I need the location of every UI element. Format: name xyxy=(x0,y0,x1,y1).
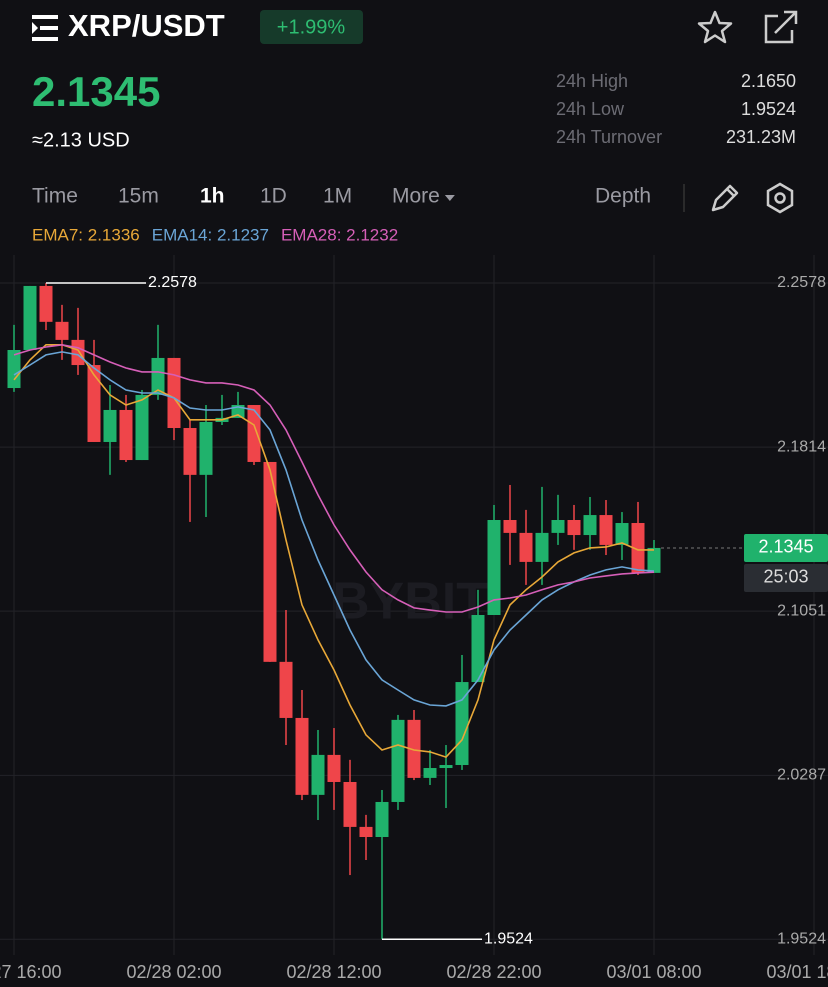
stat-label: 24h Low xyxy=(556,99,625,119)
candle-body xyxy=(263,461,277,662)
candle-body xyxy=(279,661,293,718)
candle-body xyxy=(311,754,325,795)
candle-body xyxy=(71,339,85,366)
candle-body xyxy=(183,428,197,475)
indicator-legend: EMA28: 2.1232 xyxy=(281,225,398,244)
y-tick-label: 2.1814 xyxy=(777,438,826,455)
timeframe-tab[interactable]: 15m xyxy=(118,185,159,208)
candle-body xyxy=(167,357,181,429)
candle-body xyxy=(199,421,213,475)
candle-body xyxy=(151,357,165,395)
candle-body xyxy=(615,523,629,545)
extreme-label: 2.2578 xyxy=(148,274,197,291)
settings-icon[interactable] xyxy=(766,182,794,214)
timeframe-tab[interactable]: Depth xyxy=(595,185,651,208)
countdown-tag xyxy=(744,563,828,592)
candle-body xyxy=(359,826,373,838)
y-tick-label: 2.2578 xyxy=(777,274,826,291)
timeframe-tab[interactable]: Time xyxy=(32,185,78,208)
candle-body xyxy=(599,515,613,545)
stat-value: 231.23M xyxy=(726,127,796,147)
ema-line xyxy=(13,343,655,613)
candle-body xyxy=(551,519,565,533)
candle-body xyxy=(631,523,645,573)
candle-body xyxy=(23,285,37,350)
y-tick-label: 1.9524 xyxy=(777,931,826,948)
candle-body xyxy=(391,719,405,802)
last-price: 2.1345 xyxy=(32,68,160,115)
candle-body xyxy=(567,519,581,536)
stat-label: 24h High xyxy=(556,71,628,91)
candle-body xyxy=(55,321,69,340)
x-tick-label: 02/28 22:00 xyxy=(446,962,541,982)
candle-body xyxy=(471,614,485,683)
last-price-label: 2.1345 xyxy=(758,537,813,557)
candle-body xyxy=(423,768,437,778)
x-tick-label: 02/27 16:00 xyxy=(0,962,62,982)
stat-value: 1.9524 xyxy=(741,99,796,119)
stat-label: 24h Turnover xyxy=(556,127,662,147)
indicator-legend: EMA14: 2.1237 xyxy=(152,225,269,244)
candle-body xyxy=(103,409,117,442)
menu-icon[interactable] xyxy=(32,15,58,41)
change: +1.99% xyxy=(277,16,346,38)
candle-body xyxy=(119,409,133,461)
candle-body xyxy=(135,394,149,461)
timeframe-tab[interactable]: 1M xyxy=(323,185,352,208)
candle-body xyxy=(247,405,261,462)
chart: 02/27 16:00 02/28 02:00 02/28 12:00 02/28 2… xyxy=(0,255,828,982)
x-tick-label: 02/28 02:00 xyxy=(126,962,221,982)
candle-body xyxy=(407,719,421,778)
draw-icon[interactable] xyxy=(711,184,739,212)
y-tick-label: 2.1051 xyxy=(777,602,826,619)
price-usd: ≈2.13 USD xyxy=(32,129,130,151)
candle-body xyxy=(519,532,533,562)
ema-line xyxy=(13,344,654,759)
candle-body xyxy=(503,519,517,533)
candle-body xyxy=(87,365,101,442)
ema-line xyxy=(13,351,655,707)
y-tick-label: 2.0287 xyxy=(777,767,826,784)
candle-body xyxy=(375,801,389,838)
timeframe-tab[interactable]: 1D xyxy=(260,185,287,208)
stat-value: 2.1650 xyxy=(741,71,796,91)
indicator-legend: EMA7: 2.1336 xyxy=(32,225,140,244)
candle-body xyxy=(39,285,53,322)
candle-body xyxy=(327,754,341,782)
candle-body xyxy=(487,519,501,615)
favorite-icon[interactable] xyxy=(697,10,733,44)
x-tick-label: 02/28 12:00 xyxy=(286,962,381,982)
change-badge xyxy=(260,10,363,44)
pair: XRP/USDT xyxy=(68,8,225,43)
last-price-tag xyxy=(744,533,828,562)
countdown-label: 25:03 xyxy=(763,567,808,587)
watermark: BYBIT xyxy=(332,573,488,631)
candle-body xyxy=(647,547,661,573)
candle-body xyxy=(7,349,21,389)
x-tick-label: 03/01 18:00 xyxy=(766,962,828,982)
timeframe-tab[interactable]: 1h xyxy=(200,185,225,208)
candle-body xyxy=(295,717,309,795)
candle-body xyxy=(439,765,453,769)
timeframe-tab[interactable]: More xyxy=(392,185,440,208)
candle-body xyxy=(343,781,357,827)
candle-body xyxy=(583,515,597,536)
dropdown-caret xyxy=(444,195,455,201)
share-icon[interactable] xyxy=(764,10,798,44)
candle-body xyxy=(535,532,549,562)
extreme-label: 1.9524 xyxy=(484,931,533,948)
x-tick-label: 03/01 08:00 xyxy=(606,962,701,982)
